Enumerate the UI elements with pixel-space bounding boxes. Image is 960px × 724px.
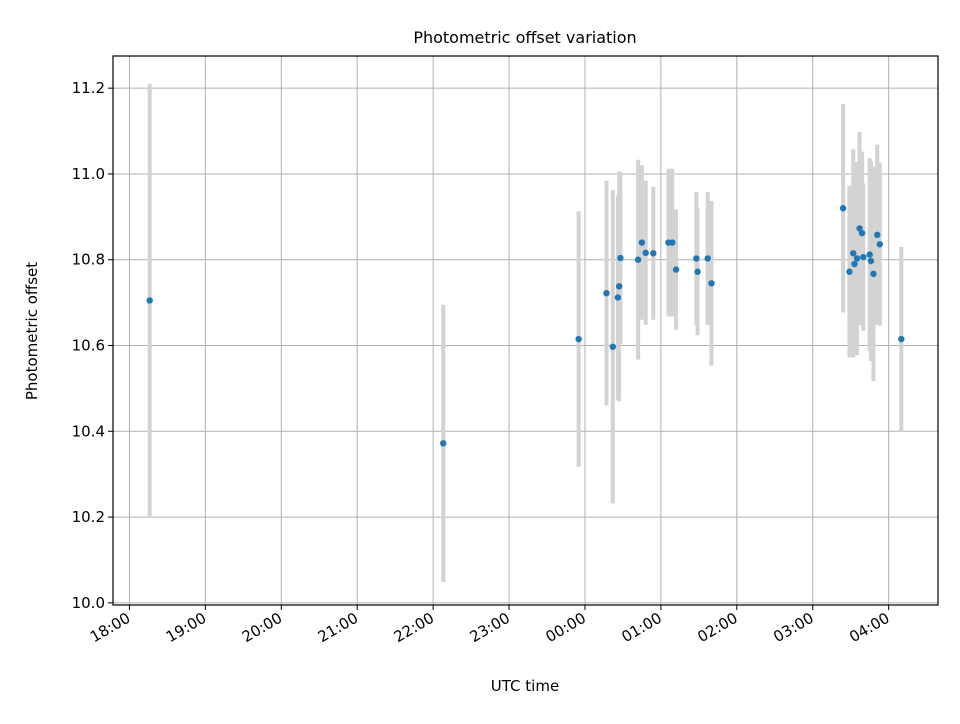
data-point [846, 268, 853, 275]
y-tick-label: 11.2 [72, 79, 105, 97]
data-point [867, 257, 875, 265]
data-point [672, 266, 680, 273]
y-tick-label: 10.4 [72, 422, 105, 440]
data-point [708, 280, 715, 287]
data-point [615, 283, 623, 290]
data-point [614, 294, 622, 301]
y-tick-label: 10.2 [72, 508, 105, 526]
plot-frame [112, 55, 939, 606]
data-point [694, 268, 701, 275]
grid [113, 56, 938, 605]
data-point [146, 297, 153, 304]
x-axis-label: UTC time [491, 677, 559, 695]
data-point [856, 225, 863, 232]
data-point [851, 260, 858, 268]
y-tick-label: 10.8 [72, 251, 105, 269]
y-axis-label: Photometric offset [23, 262, 41, 400]
data-point [693, 255, 700, 262]
data-point [440, 440, 447, 447]
data-point [876, 241, 883, 248]
data-point [704, 255, 711, 262]
data-points [146, 205, 905, 447]
data-point [575, 335, 582, 343]
y-tick-label: 11.0 [72, 165, 105, 183]
data-point [874, 231, 881, 239]
data-point [669, 239, 676, 246]
data-point [617, 254, 624, 262]
data-point [853, 255, 861, 262]
data-point [638, 239, 646, 246]
data-point [642, 249, 649, 257]
y-tick-label: 10.6 [72, 337, 105, 355]
y-tick-label: 10.0 [72, 594, 105, 612]
data-point [650, 250, 657, 257]
data-point [634, 256, 642, 263]
data-point [839, 205, 847, 212]
data-point [609, 343, 617, 350]
data-point [603, 289, 610, 297]
chart-title: Photometric offset variation [413, 28, 636, 47]
data-point [858, 229, 866, 237]
data-point [870, 270, 877, 278]
data-point [898, 335, 905, 343]
data-point [866, 251, 873, 258]
data-point [860, 253, 867, 261]
data-point [850, 250, 857, 257]
